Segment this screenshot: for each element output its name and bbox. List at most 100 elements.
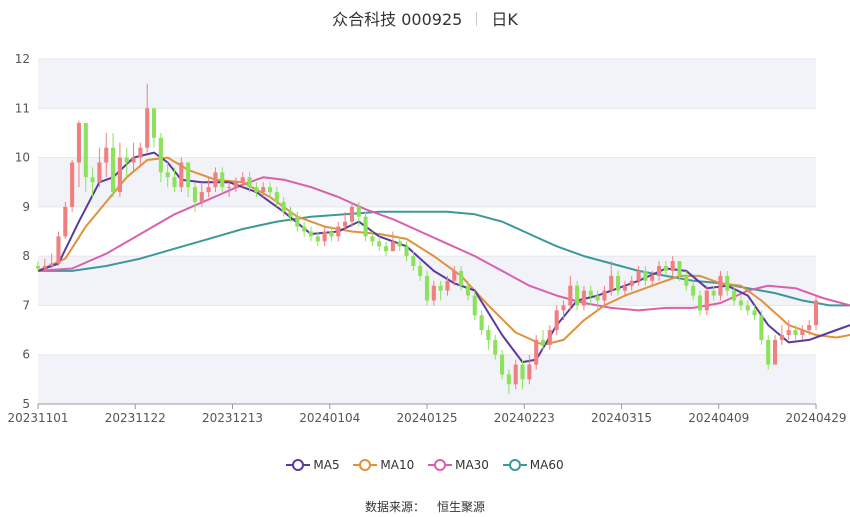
candle-body — [813, 300, 819, 326]
data-source: 数据来源： 恒生聚源 — [0, 498, 850, 515]
candle-body — [602, 290, 607, 301]
candle-body — [684, 275, 689, 286]
candle — [165, 162, 170, 188]
candle-body — [629, 280, 634, 286]
candle — [35, 261, 41, 271]
candle — [343, 211, 348, 232]
y-tick-label: 8 — [22, 249, 30, 263]
source-value: 恒生聚源 — [437, 500, 486, 514]
candle-body — [42, 266, 47, 269]
candle — [377, 236, 382, 252]
candle-body — [725, 275, 730, 291]
candle-body — [206, 187, 211, 193]
candle — [349, 201, 354, 227]
candle-body — [63, 206, 68, 237]
candle — [643, 266, 648, 286]
candle-body — [459, 270, 464, 286]
candle — [192, 182, 198, 212]
candle — [732, 285, 737, 306]
candle — [500, 349, 505, 380]
candle — [397, 236, 402, 252]
candle — [172, 167, 177, 193]
candle — [520, 359, 525, 390]
candle-body — [581, 290, 587, 306]
candle — [595, 290, 600, 311]
candle — [779, 325, 784, 345]
candle — [390, 231, 395, 252]
y-tick-label: 12 — [15, 52, 30, 66]
candle-body — [76, 123, 81, 163]
candle — [738, 295, 743, 311]
candle — [431, 280, 436, 306]
candle — [281, 197, 286, 217]
candle — [670, 256, 675, 276]
candle — [636, 266, 641, 286]
legend-label-ma30: MA30 — [455, 458, 489, 472]
y-tick-label: 11 — [15, 101, 30, 115]
candle — [124, 147, 129, 178]
legend-item-ma10[interactable]: MA10 — [353, 458, 414, 472]
candle — [445, 275, 450, 296]
candle — [411, 251, 416, 271]
candle-body — [704, 290, 709, 311]
candle — [554, 305, 559, 335]
candle — [629, 275, 634, 291]
candle-body — [411, 256, 416, 266]
candle-body — [274, 192, 279, 202]
candle-body — [609, 275, 614, 291]
candle — [793, 325, 798, 340]
candle — [424, 270, 430, 306]
candle — [575, 280, 580, 311]
candle — [486, 325, 491, 350]
candle — [42, 258, 47, 271]
ma30-line — [37, 176, 850, 312]
candle-body — [424, 275, 430, 301]
candle-body — [35, 266, 41, 269]
y-axis: 5 6 7 8 9 10 11 12 — [15, 52, 30, 411]
candle-body — [697, 295, 703, 311]
legend: MA5 MA10 MA30 MA60 — [0, 458, 850, 472]
candle-body — [247, 177, 252, 188]
candle — [786, 320, 791, 340]
candle-body — [438, 285, 443, 291]
candle-body — [384, 246, 389, 252]
legend-label-ma10: MA10 — [380, 458, 415, 472]
x-tick-label: 20240104 — [299, 411, 360, 425]
legend-item-ma30[interactable]: MA30 — [428, 458, 489, 472]
candle-body — [493, 339, 498, 355]
candle — [697, 290, 703, 316]
candle — [813, 295, 819, 331]
candle-body — [83, 123, 88, 178]
candle-body — [131, 157, 136, 163]
candle-body — [800, 330, 805, 335]
candle-body — [329, 231, 334, 237]
candle-body — [90, 177, 95, 183]
candle — [752, 305, 757, 321]
candle-body — [500, 354, 505, 375]
candle — [766, 335, 771, 370]
candle-body — [356, 206, 361, 217]
chart-title-text: 众合科技 000925 — [332, 10, 463, 29]
candle-body — [766, 339, 771, 365]
candle-body — [472, 295, 477, 316]
candle — [568, 275, 573, 311]
x-tick-label: 20231122 — [105, 411, 166, 425]
legend-item-ma60[interactable]: MA60 — [502, 458, 564, 472]
x-tick-label: 20240315 — [591, 411, 652, 425]
candle — [534, 335, 539, 370]
candle — [199, 182, 204, 207]
candle — [656, 261, 662, 281]
candle-body — [124, 157, 129, 163]
period-label: 日K — [491, 10, 518, 29]
candle-body — [465, 285, 470, 296]
candle-body — [568, 285, 573, 306]
candle-body — [363, 216, 368, 237]
legend-item-ma5[interactable]: MA5 — [286, 458, 340, 472]
candle-body — [158, 137, 163, 173]
candle-body — [240, 177, 245, 183]
candle-body — [431, 285, 436, 301]
x-tick-label: 20240409 — [688, 411, 749, 425]
candle-body — [663, 266, 668, 271]
candles — [35, 83, 819, 395]
legend-swatch-ma60 — [502, 459, 527, 471]
